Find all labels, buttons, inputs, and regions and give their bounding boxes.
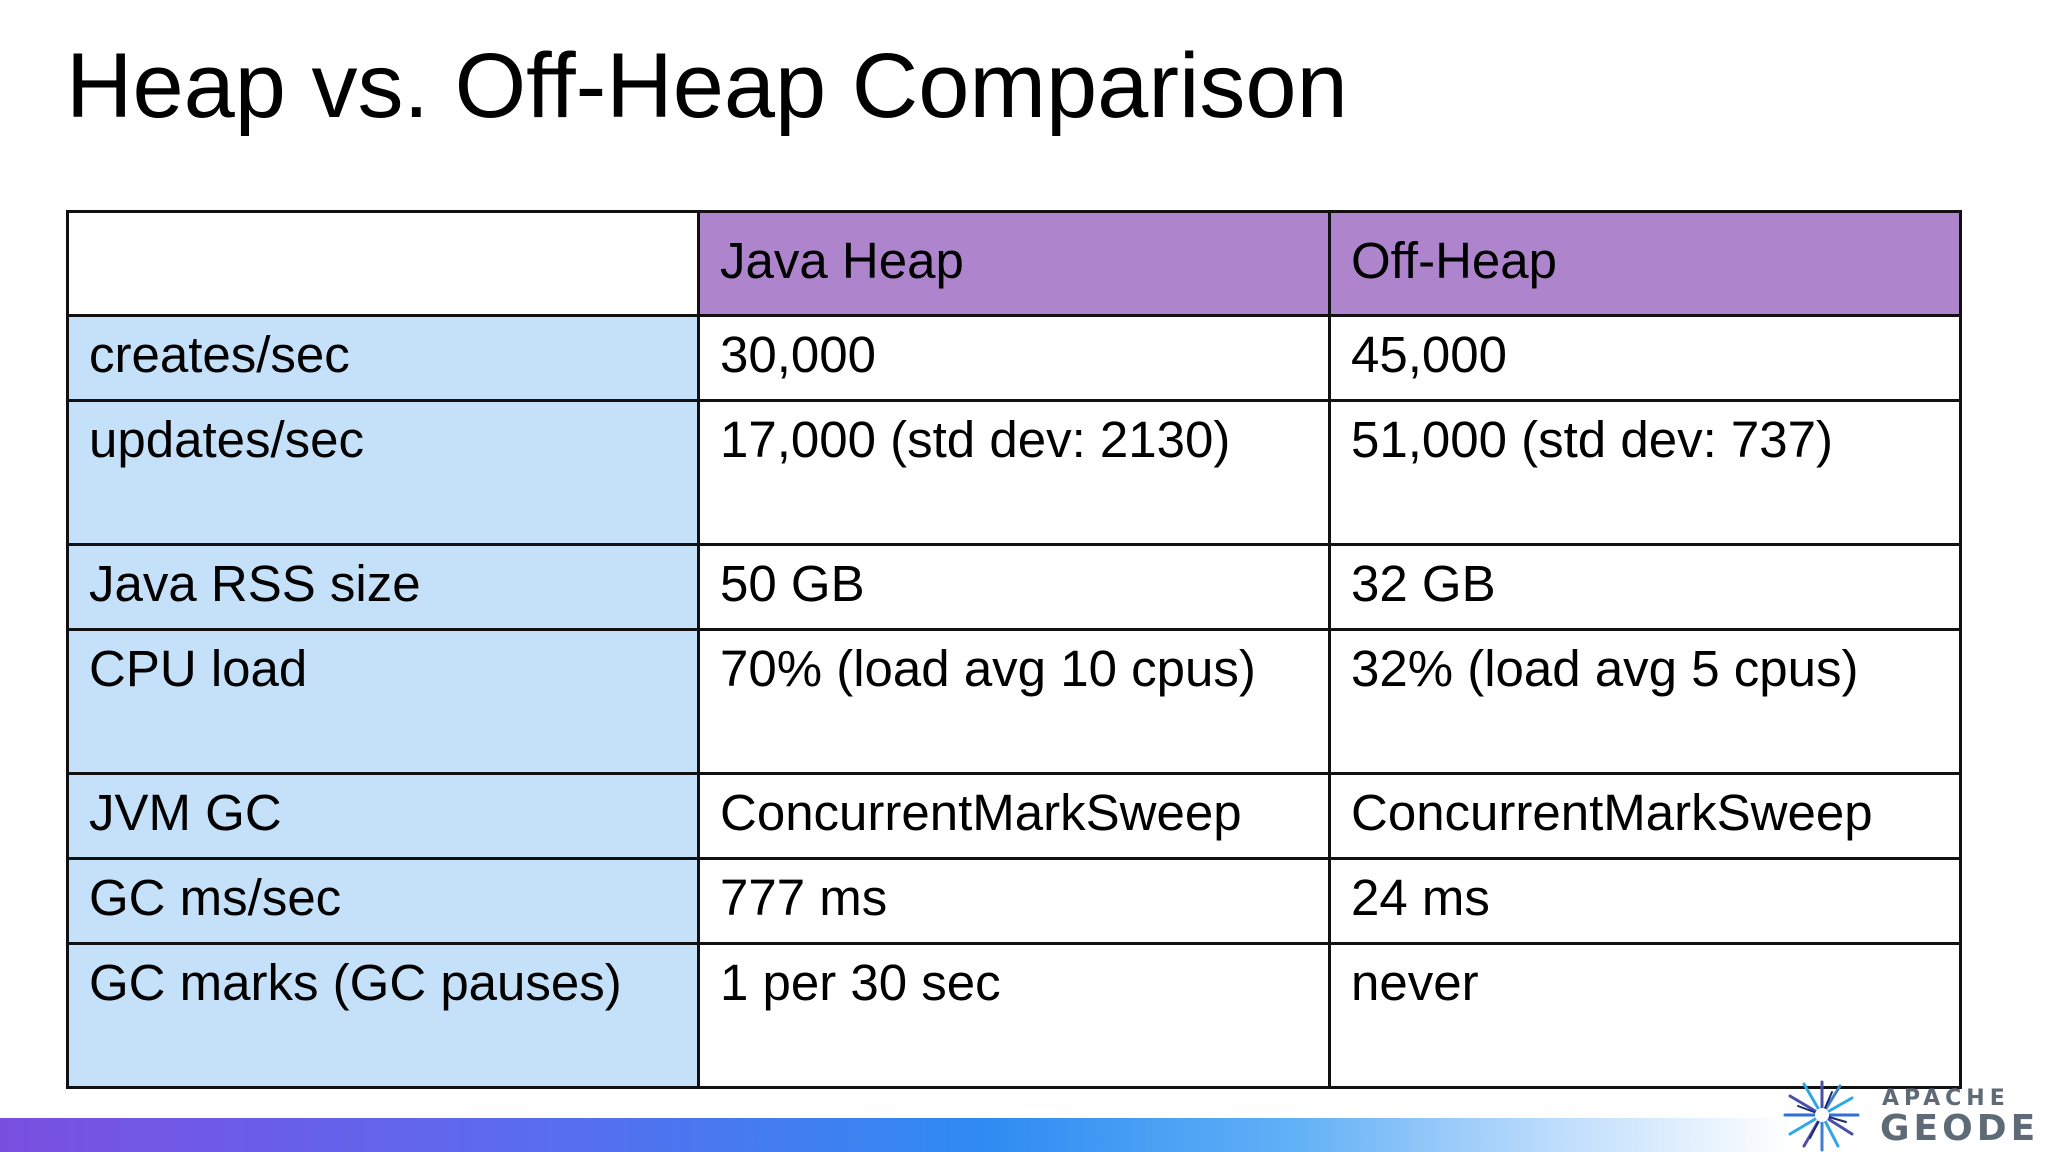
apache-geode-logo: APACHE GEODE: [1782, 1078, 2048, 1152]
java-heap-value: 70% (load avg 10 cpus): [697, 628, 1331, 775]
footer-gradient-band: [0, 1118, 1790, 1152]
row-label: GC marks (GC pauses): [66, 942, 700, 1089]
row-label: CPU load: [66, 628, 700, 775]
table-header-row: Java Heap Off-Heap: [66, 210, 1962, 317]
table-row: JVM GC ConcurrentMarkSweep ConcurrentMar…: [66, 772, 1962, 860]
table-row: CPU load 70% (load avg 10 cpus) 32% (loa…: [66, 628, 1962, 775]
logo-geode-text: GEODE: [1880, 1108, 2040, 1149]
off-heap-value: 32% (load avg 5 cpus): [1328, 628, 1962, 775]
table-row: GC ms/sec 777 ms 24 ms: [66, 857, 1962, 945]
row-label: creates/sec: [66, 314, 700, 402]
row-label: GC ms/sec: [66, 857, 700, 945]
geode-starburst-icon: [1783, 1080, 1860, 1152]
header-java-heap: Java Heap: [697, 210, 1331, 317]
table-row: updates/sec 17,000 (std dev: 2130) 51,00…: [66, 399, 1962, 546]
logo-apache-text: APACHE: [1882, 1086, 2010, 1111]
table-row: creates/sec 30,000 45,000: [66, 314, 1962, 402]
java-heap-value: 50 GB: [697, 543, 1331, 631]
java-heap-value: 1 per 30 sec: [697, 942, 1331, 1089]
table-corner-cell: [66, 210, 700, 317]
java-heap-value: 30,000: [697, 314, 1331, 402]
off-heap-value: 45,000: [1328, 314, 1962, 402]
off-heap-value: 51,000 (std dev: 737): [1328, 399, 1962, 546]
table-row: Java RSS size 50 GB 32 GB: [66, 543, 1962, 631]
comparison-table: Java Heap Off-Heap creates/sec 30,000 45…: [66, 210, 1962, 1089]
java-heap-value: ConcurrentMarkSweep: [697, 772, 1331, 860]
slide-title: Heap vs. Off-Heap Comparison: [66, 35, 1348, 137]
java-heap-value: 17,000 (std dev: 2130): [697, 399, 1331, 546]
row-label: updates/sec: [66, 399, 700, 546]
off-heap-value: never: [1328, 942, 1962, 1089]
row-label: Java RSS size: [66, 543, 700, 631]
table-row: GC marks (GC pauses) 1 per 30 sec never: [66, 942, 1962, 1089]
header-off-heap: Off-Heap: [1328, 210, 1962, 317]
row-label: JVM GC: [66, 772, 700, 860]
off-heap-value: 32 GB: [1328, 543, 1962, 631]
java-heap-value: 777 ms: [697, 857, 1331, 945]
off-heap-value: ConcurrentMarkSweep: [1328, 772, 1962, 860]
off-heap-value: 24 ms: [1328, 857, 1962, 945]
